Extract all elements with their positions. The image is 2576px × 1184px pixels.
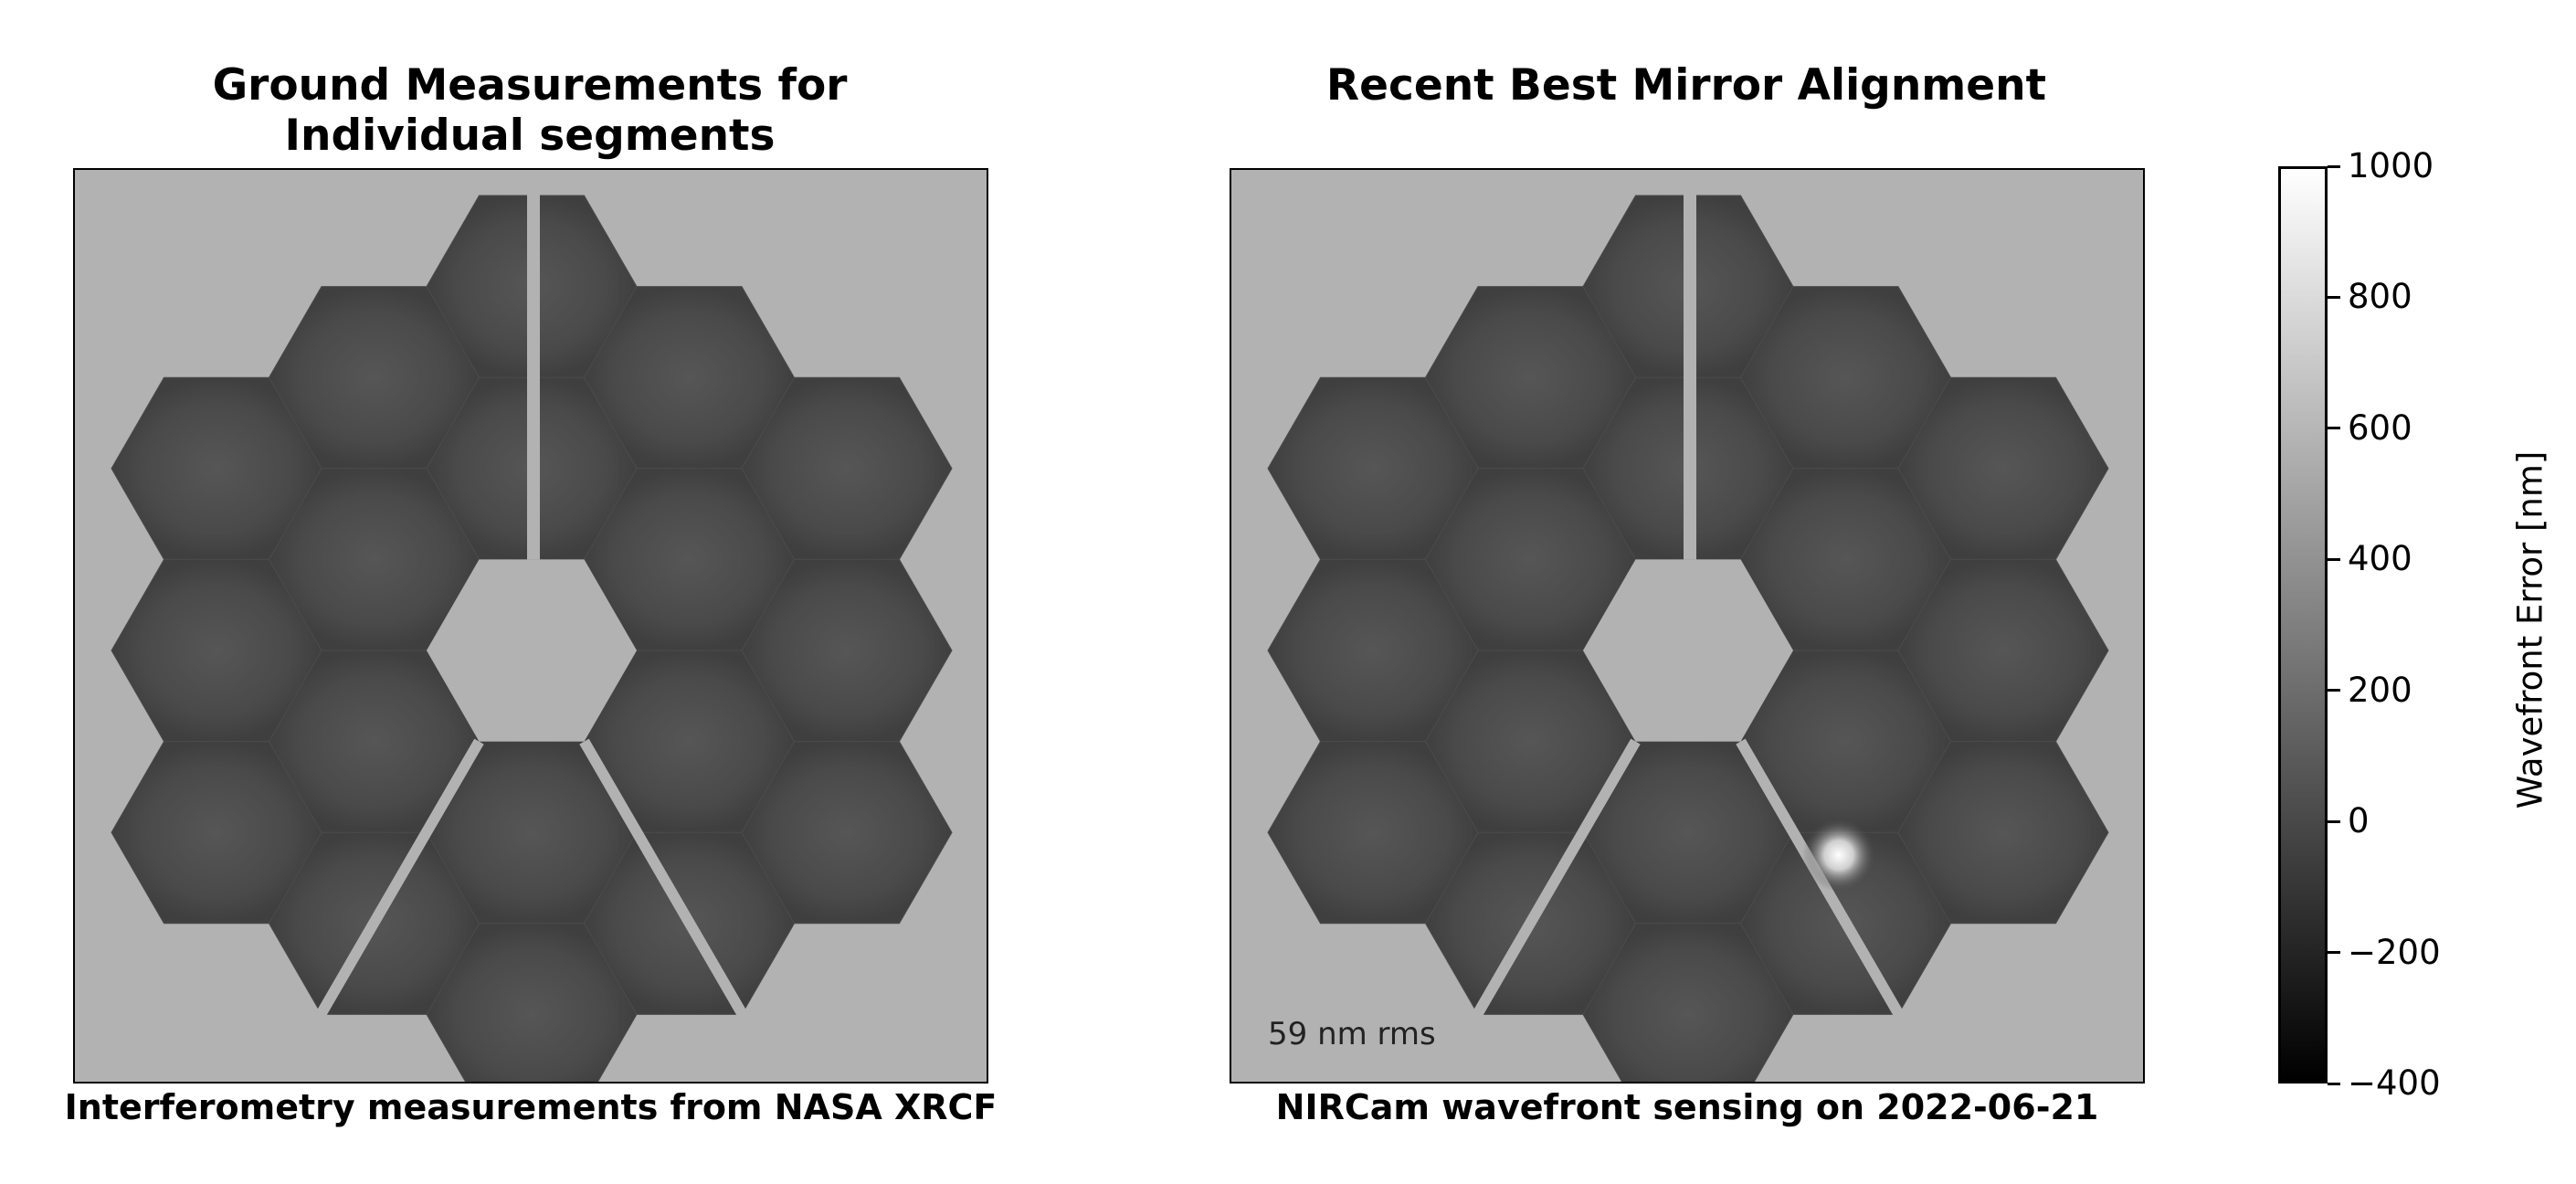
colorbar-tick xyxy=(2328,951,2340,955)
strut-shadow xyxy=(1684,170,1696,560)
strut-shadow xyxy=(527,170,540,560)
colorbar-tick xyxy=(2328,427,2340,430)
strut-shadow xyxy=(315,738,484,1019)
right-panel-caption: NIRCam wavefront sensing on 2022-06-21 xyxy=(1275,1087,2099,1127)
strut-shadow xyxy=(1472,738,1641,1019)
colorbar-tick-label: −400 xyxy=(2348,1063,2441,1103)
colorbar-tick-label: 800 xyxy=(2348,277,2412,317)
colorbar xyxy=(2278,166,2328,1084)
mirror-segment xyxy=(111,741,322,925)
mirror-alignment-panel: 59 nm rms xyxy=(1230,168,2145,1084)
left-panel-title-line-1: Ground Measurements for xyxy=(212,60,848,111)
strut-shadow xyxy=(579,738,748,1019)
rms-annotation: 59 nm rms xyxy=(1268,1016,1436,1052)
mirror-segment xyxy=(1897,741,2109,925)
mirror-segments-left xyxy=(111,170,953,1082)
left-panel-caption: Interferometry measurements from NASA XR… xyxy=(64,1087,998,1127)
colorbar-tick xyxy=(2328,819,2340,823)
colorbar-tick-label: −200 xyxy=(2348,932,2441,972)
colorbar-label: Wavefront Error [nm] xyxy=(2510,450,2550,809)
colorbar-tick-label: 600 xyxy=(2348,407,2412,448)
central-hole xyxy=(1583,559,1793,742)
mirror-segments-right xyxy=(1267,170,2109,1082)
wavefront-hotspot xyxy=(1802,819,1875,892)
mirror-segment xyxy=(1267,741,1479,925)
colorbar-tick xyxy=(2328,295,2340,299)
ground-measurements-panel xyxy=(73,168,988,1084)
colorbar-tick-label: 0 xyxy=(2348,801,2370,841)
colorbar-tick xyxy=(2328,164,2340,168)
colorbar-tick xyxy=(2328,1082,2340,1085)
colorbar-tick-label: 1000 xyxy=(2348,146,2434,185)
left-panel-title-line-2: Individual segments xyxy=(284,111,776,161)
colorbar-tick xyxy=(2328,689,2340,692)
right-panel-title: Recent Best Mirror Alignment xyxy=(1325,60,2047,111)
left-panel-title: Ground Measurements for Individual segme… xyxy=(73,60,987,161)
colorbar-tick-label: 400 xyxy=(2348,539,2412,579)
colorbar-tick xyxy=(2328,557,2340,561)
colorbar-tick-label: 200 xyxy=(2348,670,2412,710)
mirror-segment xyxy=(741,741,953,925)
central-hole xyxy=(427,559,637,742)
